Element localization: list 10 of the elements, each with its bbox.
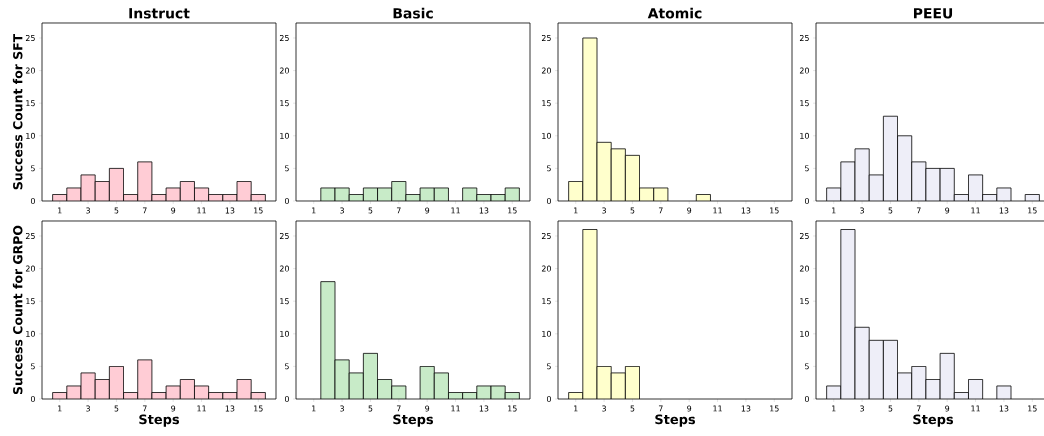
chart-title: PEEU [913, 8, 953, 19]
chart-title: Instruct [129, 8, 190, 19]
chart-title: Atomic [647, 7, 702, 19]
y-axis-title: Success Count for SFT [12, 33, 23, 190]
x-axis-title: Steps [393, 414, 434, 427]
x-axis-title: Steps [139, 414, 180, 427]
x-axis-title: Steps [913, 414, 954, 427]
y-axis-title: Success Count for GRPO [12, 225, 23, 395]
x-axis-title: Steps [655, 414, 696, 427]
chart-title: Basic [393, 7, 433, 19]
